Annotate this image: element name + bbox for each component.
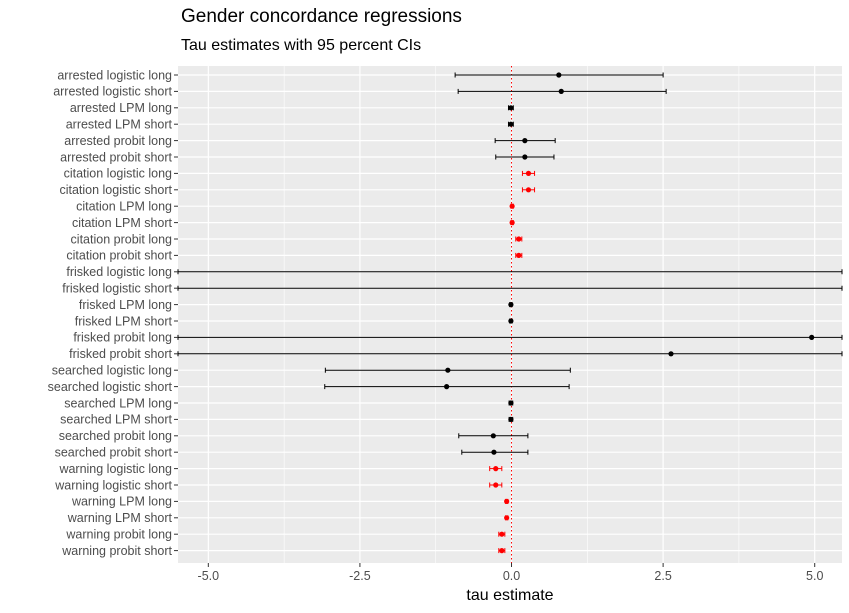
y-tick-label: searched LPM long <box>64 396 172 410</box>
x-axis-ticks: -5.0 -2.5 0.0 2.5 5.0 <box>198 563 823 583</box>
estimate-point <box>508 318 514 324</box>
y-tick-label: frisked probit long <box>73 331 172 345</box>
y-tick-label: citation LPM short <box>72 216 173 230</box>
estimate-point <box>509 220 515 226</box>
estimate-point <box>508 105 514 111</box>
y-tick-label: frisked logistic long <box>66 265 172 279</box>
y-tick-label: arrested logistic short <box>53 85 172 99</box>
estimate-point <box>490 433 496 439</box>
y-tick-label: frisked logistic short <box>62 282 172 296</box>
y-tick-label: searched probit long <box>59 429 172 443</box>
estimate-point <box>525 170 532 176</box>
y-tick-label: searched logistic short <box>48 380 173 394</box>
estimate-point <box>516 252 522 258</box>
x-tick-label: -2.5 <box>349 569 371 583</box>
y-tick-label: warning probit long <box>65 528 172 542</box>
estimate-points <box>444 72 815 554</box>
y-tick-label: warning probit short <box>61 544 172 558</box>
estimate-point <box>508 416 514 422</box>
x-tick-label: 5.0 <box>806 569 823 583</box>
y-tick-label: warning LPM long <box>71 495 172 509</box>
y-tick-label: warning logistic long <box>58 462 172 476</box>
estimate-point <box>556 72 562 78</box>
chart-subtitle: Tau estimates with 95 percent CIs <box>181 37 422 54</box>
estimate-point <box>668 351 674 357</box>
estimate-point <box>508 400 514 406</box>
y-tick-label: arrested probit long <box>64 134 172 148</box>
estimate-point <box>499 548 505 554</box>
estimate-point <box>525 187 532 193</box>
estimate-point <box>558 88 564 94</box>
y-tick-label: frisked LPM long <box>79 298 172 312</box>
x-tick-label: 2.5 <box>654 569 671 583</box>
plot-panel <box>178 66 842 563</box>
y-tick-label: citation probit long <box>71 232 173 246</box>
y-tick-label: arrested LPM short <box>66 118 173 132</box>
estimate-point <box>504 498 510 504</box>
estimate-point <box>809 334 815 340</box>
y-tick-label: arrested probit short <box>60 150 172 164</box>
minor-gridlines <box>283 66 740 563</box>
estimate-point <box>499 531 505 537</box>
y-tick-label: warning LPM short <box>67 511 173 525</box>
x-axis-title: tau estimate <box>466 587 553 604</box>
x-tick-label: -5.0 <box>198 569 220 583</box>
y-axis-ticks: arrested logistic long arrested logistic … <box>48 68 178 558</box>
estimate-point <box>516 236 522 242</box>
estimate-point <box>491 449 497 455</box>
estimate-point <box>509 203 515 209</box>
estimate-point <box>522 138 528 144</box>
y-tick-label: frisked probit short <box>69 347 172 361</box>
y-tick-label: citation LPM long <box>76 200 172 214</box>
y-tick-label: warning logistic short <box>54 478 172 492</box>
y-tick-label: arrested LPM long <box>70 101 172 115</box>
estimate-point <box>444 384 450 390</box>
y-tick-label: searched probit short <box>55 446 173 460</box>
estimate-point <box>445 367 451 373</box>
y-tick-label: citation probit short <box>66 249 172 263</box>
estimate-point <box>508 302 514 308</box>
y-tick-label: citation logistic long <box>64 167 172 181</box>
y-tick-label: arrested logistic long <box>57 68 172 82</box>
x-tick-label: 0.0 <box>503 569 520 583</box>
y-tick-label: frisked LPM short <box>75 314 173 328</box>
estimate-point <box>508 121 514 127</box>
y-tick-label: citation logistic short <box>59 183 172 197</box>
chart-title: Gender concordance regressions <box>181 6 462 27</box>
estimate-point <box>522 154 528 160</box>
estimate-point <box>493 482 499 488</box>
estimate-point <box>493 466 499 472</box>
y-tick-label: searched logistic long <box>52 364 172 378</box>
estimate-point <box>504 515 510 521</box>
y-tick-label: searched LPM short <box>60 413 172 427</box>
